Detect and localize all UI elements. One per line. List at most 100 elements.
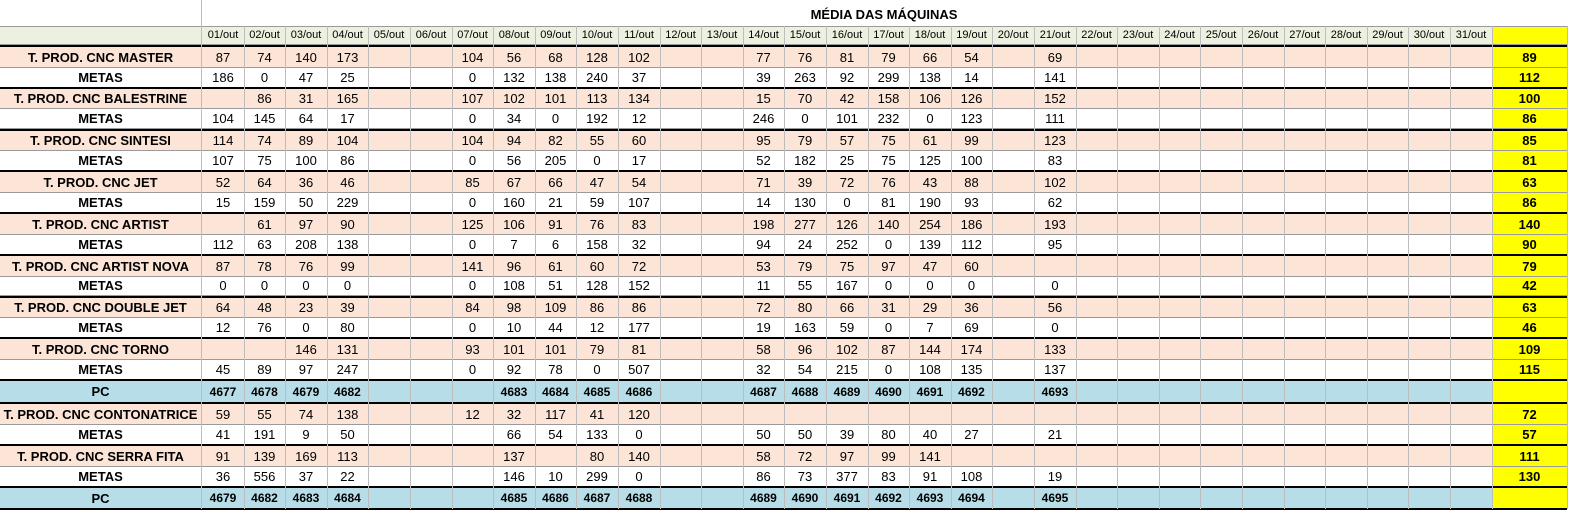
production-row-cell[interactable]: 80 xyxy=(784,298,826,317)
metas-row-cell[interactable]: 0 xyxy=(826,192,868,212)
production-row-cell[interactable] xyxy=(992,256,1034,276)
production-row-cell[interactable] xyxy=(1242,339,1284,359)
pc-row-cell[interactable]: 4678 xyxy=(244,381,285,402)
production-row-cell[interactable] xyxy=(1450,256,1492,276)
metas-label[interactable]: METAS xyxy=(0,466,201,486)
pc-row-cell[interactable] xyxy=(1284,381,1325,402)
pc-row-cell[interactable] xyxy=(1076,488,1117,508)
sheet-title[interactable]: MÉDIA DAS MÁQUINAS xyxy=(810,6,958,22)
production-row-cell[interactable]: 74 xyxy=(285,404,327,424)
production-row-cell[interactable]: 193 xyxy=(1034,214,1076,234)
production-row-cell[interactable] xyxy=(992,404,1034,424)
production-row-cell[interactable]: 64 xyxy=(202,298,244,317)
metas-row-cell[interactable] xyxy=(1200,192,1242,212)
metas-row-cell[interactable] xyxy=(1367,108,1408,128)
metas-row-cell[interactable] xyxy=(1117,67,1159,87)
production-row-cell[interactable]: 144 xyxy=(909,339,951,359)
pc-row-cell[interactable]: 4691 xyxy=(826,488,868,508)
average-cell[interactable]: 42 xyxy=(1492,276,1567,295)
production-row-cell[interactable]: 134 xyxy=(618,89,660,108)
metas-row-cell[interactable] xyxy=(1450,276,1492,295)
metas-row-cell[interactable]: 92 xyxy=(493,359,535,379)
pc-row-cell[interactable] xyxy=(660,488,701,508)
metas-row-cell[interactable] xyxy=(1076,67,1117,87)
production-row-cell[interactable] xyxy=(826,404,868,424)
metas-row-cell[interactable]: 0 xyxy=(452,192,493,212)
metas-row-cell[interactable]: 44 xyxy=(535,317,576,337)
average-cell[interactable]: 109 xyxy=(1492,339,1567,359)
metas-row-cell[interactable]: 17 xyxy=(327,108,368,128)
metas-row-cell[interactable]: 377 xyxy=(826,466,868,486)
metas-row-cell[interactable] xyxy=(1200,276,1242,295)
metas-row-cell[interactable]: 246 xyxy=(743,108,784,128)
production-row-cell[interactable] xyxy=(1408,172,1450,192)
metas-row-cell[interactable] xyxy=(1076,466,1117,486)
metas-row-cell[interactable] xyxy=(1200,359,1242,379)
metas-row-cell[interactable]: 0 xyxy=(618,424,660,444)
production-row-cell[interactable]: 120 xyxy=(618,404,660,424)
metas-row-cell[interactable] xyxy=(660,359,701,379)
production-row-cell[interactable]: 133 xyxy=(1034,339,1076,359)
production-row-cell[interactable]: 29 xyxy=(909,298,951,317)
metas-row-cell[interactable]: 141 xyxy=(1034,67,1076,87)
metas-row-cell[interactable]: 229 xyxy=(327,192,368,212)
metas-row-cell[interactable] xyxy=(1200,424,1242,444)
production-row-cell[interactable] xyxy=(701,89,743,108)
metas-row-cell[interactable]: 83 xyxy=(1034,150,1076,170)
metas-row-cell[interactable] xyxy=(1200,234,1242,254)
metas-row-cell[interactable] xyxy=(1076,424,1117,444)
production-row-cell[interactable]: 42 xyxy=(826,89,868,108)
production-row-cell[interactable]: 61 xyxy=(244,214,285,234)
production-row-cell[interactable]: 99 xyxy=(327,256,368,276)
metas-row-cell[interactable]: 0 xyxy=(452,317,493,337)
production-row-cell[interactable]: 58 xyxy=(743,339,784,359)
metas-row-cell[interactable] xyxy=(1242,67,1284,87)
production-row-cell[interactable] xyxy=(660,446,701,466)
metas-label[interactable]: METAS xyxy=(0,317,201,337)
metas-row-cell[interactable]: 123 xyxy=(951,108,992,128)
date-header-11[interactable]: 11/out xyxy=(618,26,660,44)
production-row-cell[interactable]: 174 xyxy=(951,339,992,359)
metas-row-cell[interactable] xyxy=(1284,234,1325,254)
production-row-cell[interactable] xyxy=(1200,298,1242,317)
production-row-cell[interactable]: 88 xyxy=(951,172,992,192)
metas-row-cell[interactable] xyxy=(1284,108,1325,128)
metas-row-cell[interactable]: 56 xyxy=(493,150,535,170)
metas-row-cell[interactable] xyxy=(452,466,493,486)
production-row-cell[interactable] xyxy=(452,446,493,466)
date-header-19[interactable]: 19/out xyxy=(951,26,992,44)
pc-label[interactable]: PC xyxy=(0,381,201,402)
production-row-cell[interactable] xyxy=(1284,214,1325,234)
date-header-10[interactable]: 10/out xyxy=(576,26,618,44)
metas-row-cell[interactable]: 0 xyxy=(1034,317,1076,337)
production-row-cell[interactable] xyxy=(1367,47,1408,67)
production-row-cell[interactable] xyxy=(202,214,244,234)
metas-label[interactable]: METAS xyxy=(0,150,201,170)
metas-row-cell[interactable]: 91 xyxy=(909,466,951,486)
metas-row-cell[interactable]: 83 xyxy=(868,466,909,486)
metas-row-cell[interactable] xyxy=(368,466,410,486)
metas-row-cell[interactable]: 40 xyxy=(909,424,951,444)
metas-row-cell[interactable]: 25 xyxy=(826,150,868,170)
production-row-cell[interactable]: 104 xyxy=(452,47,493,67)
metas-row-cell[interactable]: 14 xyxy=(951,67,992,87)
pc-row-cell[interactable] xyxy=(1408,381,1450,402)
metas-row-cell[interactable]: 0 xyxy=(327,276,368,295)
metas-row-cell[interactable] xyxy=(1284,192,1325,212)
production-row-cell[interactable]: 90 xyxy=(327,214,368,234)
metas-row-cell[interactable]: 0 xyxy=(202,276,244,295)
production-row-cell[interactable] xyxy=(1034,446,1076,466)
metas-row-cell[interactable] xyxy=(1284,276,1325,295)
date-header-17[interactable]: 17/out xyxy=(868,26,909,44)
metas-row-cell[interactable] xyxy=(660,234,701,254)
metas-row-cell[interactable]: 52 xyxy=(743,150,784,170)
metas-row-cell[interactable]: 95 xyxy=(1034,234,1076,254)
production-row-cell[interactable]: 76 xyxy=(868,172,909,192)
metas-row-cell[interactable]: 108 xyxy=(909,359,951,379)
production-row-cell[interactable] xyxy=(1284,446,1325,466)
production-row-cell[interactable] xyxy=(868,404,909,424)
date-header-18[interactable]: 18/out xyxy=(909,26,951,44)
date-header-28[interactable]: 28/out xyxy=(1325,26,1367,44)
production-row-cell[interactable] xyxy=(1117,404,1159,424)
metas-row-cell[interactable]: 0 xyxy=(244,276,285,295)
